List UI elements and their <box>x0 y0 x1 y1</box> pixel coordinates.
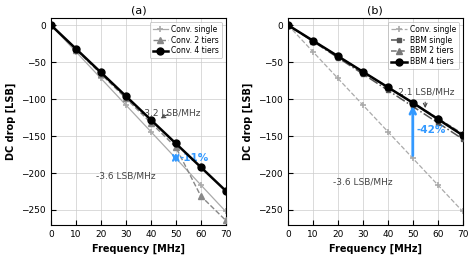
Conv. 2 tiers <box>223 219 228 222</box>
BBM 2 tiers <box>435 117 440 120</box>
BBM single <box>435 121 440 124</box>
Conv. single <box>48 24 54 27</box>
Text: -3.6 LSB/MHz: -3.6 LSB/MHz <box>96 171 155 180</box>
Conv. 2 tiers <box>173 146 179 149</box>
Conv. 4 tiers <box>148 118 154 121</box>
Conv. 4 tiers <box>123 95 129 98</box>
Text: -3.2 LSB/MHz: -3.2 LSB/MHz <box>141 108 201 118</box>
Line: BBM single: BBM single <box>285 23 465 141</box>
Conv. single <box>460 210 465 213</box>
Conv. single <box>310 50 316 53</box>
BBM 4 tiers <box>285 24 291 27</box>
Conv. single <box>410 157 416 160</box>
Conv. single <box>223 210 228 213</box>
Conv. 2 tiers <box>73 48 79 51</box>
Conv. single <box>360 103 366 107</box>
Conv. 2 tiers <box>198 194 203 198</box>
BBM 2 tiers <box>335 55 341 58</box>
BBM single <box>410 105 416 108</box>
BBM 2 tiers <box>360 70 366 73</box>
Conv. single <box>285 24 291 27</box>
Line: Conv. single: Conv. single <box>284 22 466 215</box>
BBM 2 tiers <box>310 39 316 42</box>
BBM 4 tiers <box>460 134 465 137</box>
Text: -42%: -42% <box>417 126 446 135</box>
BBM 2 tiers <box>410 101 416 104</box>
Conv. 2 tiers <box>148 121 154 124</box>
Conv. single <box>173 157 179 160</box>
Conv. single <box>148 130 154 133</box>
Line: BBM 2 tiers: BBM 2 tiers <box>285 22 465 136</box>
Conv. single <box>198 183 203 186</box>
Conv. single <box>73 50 79 53</box>
Text: -2.1 LSB/MHz: -2.1 LSB/MHz <box>395 88 455 107</box>
Conv. 4 tiers <box>173 142 179 145</box>
Legend: Conv. single, Conv. 2 tiers, Conv. 4 tiers: Conv. single, Conv. 2 tiers, Conv. 4 tie… <box>150 22 222 58</box>
Conv. single <box>385 130 391 133</box>
BBM 4 tiers <box>310 39 316 42</box>
BBM 2 tiers <box>460 132 465 135</box>
Y-axis label: DC drop [LSB]: DC drop [LSB] <box>6 83 16 160</box>
X-axis label: Frequency [MHz]: Frequency [MHz] <box>92 244 185 255</box>
BBM single <box>310 40 316 43</box>
Line: Conv. single: Conv. single <box>47 22 229 215</box>
BBM 4 tiers <box>335 55 341 58</box>
Conv. 4 tiers <box>198 166 203 169</box>
BBM 4 tiers <box>410 101 416 104</box>
BBM single <box>385 89 391 92</box>
Title: (a): (a) <box>130 5 146 16</box>
Conv. 2 tiers <box>48 24 54 27</box>
Conv. single <box>123 103 129 107</box>
Line: BBM 4 tiers: BBM 4 tiers <box>284 22 466 139</box>
BBM 2 tiers <box>385 86 391 89</box>
Legend: Conv. single, BBM single, BBM 2 tiers, BBM 4 tiers: Conv. single, BBM single, BBM 2 tiers, B… <box>388 22 459 69</box>
Conv. single <box>335 77 341 80</box>
BBM 4 tiers <box>435 118 440 121</box>
BBM single <box>285 24 291 27</box>
Conv. 2 tiers <box>123 97 129 100</box>
Conv. 4 tiers <box>73 47 79 50</box>
Conv. single <box>98 77 104 80</box>
Conv. 2 tiers <box>98 72 104 75</box>
Conv. 4 tiers <box>48 24 54 27</box>
BBM 4 tiers <box>360 70 366 73</box>
Title: (b): (b) <box>367 5 383 16</box>
Line: Conv. 2 tiers: Conv. 2 tiers <box>48 22 228 223</box>
Text: -11%: -11% <box>180 153 209 163</box>
Conv. single <box>435 183 440 186</box>
X-axis label: Frequency [MHz]: Frequency [MHz] <box>329 244 422 255</box>
BBM single <box>360 72 366 75</box>
Conv. 4 tiers <box>98 71 104 74</box>
BBM single <box>335 56 341 59</box>
Text: -3.6 LSB/MHz: -3.6 LSB/MHz <box>333 177 392 186</box>
BBM 2 tiers <box>285 24 291 27</box>
BBM 4 tiers <box>385 86 391 89</box>
Conv. 4 tiers <box>223 189 228 192</box>
Y-axis label: DC drop [LSB]: DC drop [LSB] <box>243 83 253 160</box>
BBM single <box>460 138 465 141</box>
Line: Conv. 4 tiers: Conv. 4 tiers <box>47 22 229 194</box>
